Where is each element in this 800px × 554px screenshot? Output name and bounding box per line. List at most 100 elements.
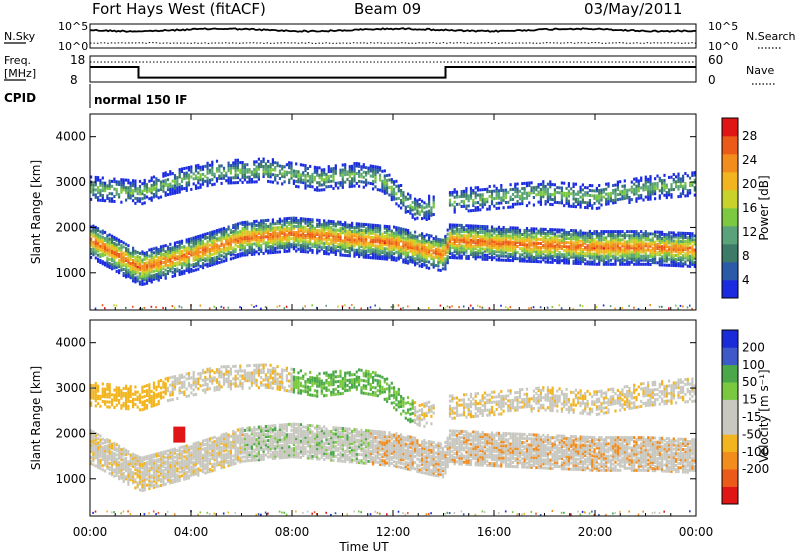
power-cell [148, 266, 151, 270]
power-cell [323, 250, 326, 253]
power-cell [577, 243, 580, 247]
power-cell [530, 237, 533, 241]
power-cell [306, 167, 309, 170]
power-cell [400, 235, 403, 239]
power-cell [472, 240, 475, 244]
power-cell [152, 183, 156, 186]
power-cell [518, 228, 522, 232]
power-cell [593, 246, 596, 250]
power-cell [201, 243, 205, 247]
power-cell [595, 240, 598, 244]
power-cell [353, 226, 356, 230]
power-cell [574, 253, 577, 257]
power-cell [458, 232, 461, 235]
power-cell [106, 184, 109, 188]
power-cell [553, 200, 556, 204]
power-cell [612, 256, 615, 260]
power-cell [178, 270, 181, 274]
power-cell [446, 236, 449, 240]
power-cell [630, 230, 633, 234]
power-cell [232, 226, 235, 229]
power-cell [318, 245, 321, 249]
power-cell [423, 259, 426, 263]
power-cell [197, 166, 200, 170]
freq-tick-low: 8 [70, 73, 78, 87]
power-cell [316, 173, 319, 177]
power-cell [243, 168, 246, 172]
power-cell [115, 265, 118, 269]
power-cell [654, 250, 657, 254]
power-cell [215, 231, 219, 235]
power-cell [409, 245, 412, 249]
power-cell [539, 197, 542, 201]
power-cell [409, 256, 412, 260]
power-cell [127, 262, 130, 266]
power-cell [621, 258, 624, 262]
power-cell [362, 247, 365, 251]
power-cell [127, 193, 130, 197]
power-cell [379, 307, 381, 310]
power-cell [428, 202, 431, 206]
power-cell [218, 248, 221, 252]
power-cell [143, 262, 146, 265]
power-cell [535, 193, 538, 197]
power-cell [204, 253, 207, 257]
power-cell [346, 172, 349, 176]
power-cell [178, 258, 181, 262]
power-cell [600, 242, 603, 246]
power-cell [430, 257, 433, 260]
power-cell [353, 162, 356, 166]
power-cell [241, 173, 244, 177]
power-cell [348, 248, 351, 252]
power-cell [211, 263, 214, 267]
power-cell [204, 247, 207, 251]
power-cell [257, 162, 260, 166]
power-cell [264, 223, 267, 227]
power-cell [113, 262, 116, 266]
power-cell [635, 238, 638, 242]
power-cell [113, 256, 116, 260]
power-cell [528, 201, 531, 205]
power-cell [649, 187, 652, 191]
power-cell [290, 245, 293, 249]
power-cell [250, 173, 253, 176]
power-cell [255, 167, 258, 171]
power-cell [325, 237, 328, 241]
power-cell [404, 195, 407, 199]
power-cell [234, 249, 237, 253]
power-cell [414, 247, 417, 250]
power-cell [598, 248, 601, 252]
power-cell [199, 254, 202, 258]
power-cell [532, 191, 535, 194]
power-cell [288, 223, 291, 226]
power-cell [285, 239, 288, 243]
power-cell [122, 245, 125, 249]
power-cell [395, 258, 398, 262]
power-cell [208, 163, 212, 167]
power-cell [528, 229, 531, 233]
power-cell [155, 192, 158, 196]
power-cell [241, 161, 244, 164]
power-cell [250, 228, 253, 232]
power-cell [127, 188, 130, 192]
power-cell [192, 248, 195, 252]
power-cell [448, 198, 452, 202]
power-cell [292, 174, 295, 178]
power-cell [206, 246, 209, 250]
power-cell [612, 201, 615, 205]
power-cell [467, 240, 470, 244]
power-cell [395, 234, 398, 238]
power-cell [332, 234, 335, 238]
power-cell [453, 244, 456, 247]
power-cell [570, 187, 573, 191]
power-cell [532, 203, 535, 207]
power-cell [500, 252, 503, 256]
power-cell [649, 242, 652, 246]
power-cell [125, 191, 128, 195]
power-cell [493, 227, 496, 231]
power-cell [656, 238, 659, 242]
power-cell [407, 233, 410, 236]
power-cell [588, 234, 591, 237]
power-cell [316, 171, 319, 175]
power-cell [651, 232, 654, 236]
